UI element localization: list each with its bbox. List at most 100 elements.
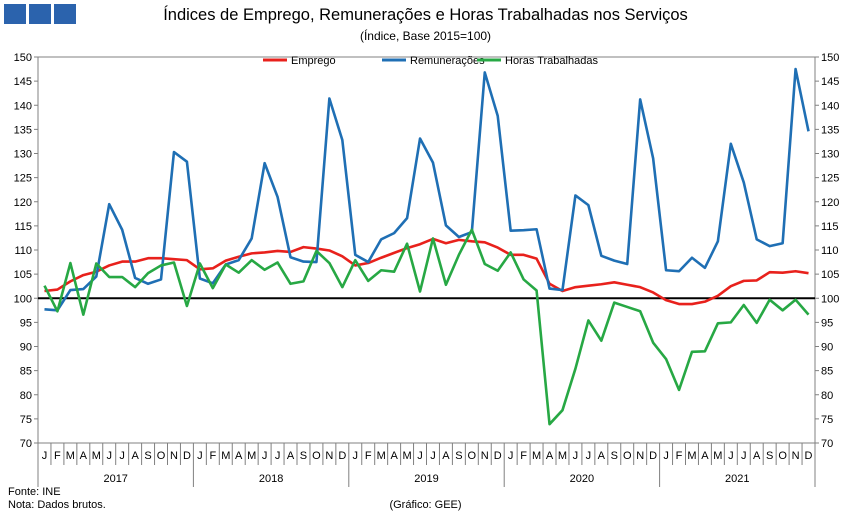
month-label: N	[636, 450, 644, 462]
month-label: N	[792, 450, 800, 462]
y-tick-label-right: 70	[821, 438, 833, 450]
y-tick-label: 150	[14, 52, 32, 64]
month-label: A	[701, 450, 709, 462]
month-label: J	[42, 450, 48, 462]
month-label: S	[455, 450, 462, 462]
y-tick-label: 145	[14, 76, 32, 88]
chart-subtitle: (Índice, Base 2015=100)	[359, 29, 492, 43]
y-tick-label-right: 115	[821, 221, 839, 233]
y-tick-label-right: 90	[821, 342, 833, 354]
month-label: J	[417, 450, 423, 462]
month-label: J	[573, 450, 579, 462]
data-note: Nota: Dados brutos.	[8, 499, 106, 511]
logo-block	[54, 4, 76, 24]
legend-label: Remunerações	[410, 55, 485, 67]
month-label: J	[197, 450, 203, 462]
y-tick-label-right: 130	[821, 149, 839, 161]
y-tick-label-right: 110	[821, 245, 839, 257]
month-label: A	[80, 450, 88, 462]
series-line-horas-trabalhadas	[43, 228, 810, 426]
month-label: S	[611, 450, 618, 462]
month-label: O	[778, 450, 787, 462]
month-label: J	[353, 450, 359, 462]
y-tick-label: 125	[14, 173, 32, 185]
month-label: J	[508, 450, 514, 462]
month-label: A	[546, 450, 554, 462]
month-label: M	[92, 450, 101, 462]
month-label: O	[623, 450, 632, 462]
month-label: F	[54, 450, 61, 462]
month-label: A	[390, 450, 398, 462]
month-label: D	[649, 450, 657, 462]
month-label: F	[209, 450, 216, 462]
y-tick-label-right: 95	[821, 317, 833, 329]
month-label: N	[170, 450, 178, 462]
month-label: J	[663, 450, 669, 462]
month-label: J	[586, 450, 592, 462]
source-note: Fonte: INE	[8, 486, 61, 498]
month-label: A	[598, 450, 606, 462]
year-label: 2019	[414, 473, 438, 485]
month-label: A	[235, 450, 243, 462]
logo-block	[29, 4, 51, 24]
y-tick-label-right: 105	[821, 269, 839, 281]
year-label: 2021	[725, 473, 749, 485]
logo	[4, 4, 76, 24]
month-label: J	[275, 450, 281, 462]
legend-label: Horas Trabalhadas	[505, 55, 598, 67]
series-line-emprego	[44, 237, 809, 306]
month-label: M	[377, 450, 386, 462]
y-tick-label-right: 140	[821, 100, 839, 112]
month-label: D	[494, 450, 502, 462]
month-label: A	[442, 450, 450, 462]
month-label: S	[766, 450, 773, 462]
y-tick-label: 95	[20, 317, 32, 329]
y-tick-label-right: 150	[821, 52, 839, 64]
y-tick-label: 140	[14, 100, 32, 112]
y-tick-label: 80	[20, 390, 32, 402]
y-tick-label-right: 85	[821, 366, 833, 378]
month-label: D	[338, 450, 346, 462]
y-tick-label: 120	[14, 197, 32, 209]
month-label: J	[262, 450, 268, 462]
month-label: M	[247, 450, 256, 462]
y-tick-label: 135	[14, 124, 32, 136]
y-tick-label: 130	[14, 149, 32, 161]
month-label: O	[468, 450, 477, 462]
month-label: D	[183, 450, 191, 462]
y-tick-label-right: 100	[821, 293, 839, 305]
y-tick-label-right: 120	[821, 197, 839, 209]
series-line-remuneracoes	[44, 67, 810, 312]
month-label: S	[300, 450, 307, 462]
month-label: A	[287, 450, 295, 462]
y-tick-label-right: 125	[821, 173, 839, 185]
y-tick-label: 70	[20, 438, 32, 450]
plot-frame	[37, 56, 816, 444]
year-label: 2018	[259, 473, 283, 485]
y-tick-label: 105	[14, 269, 32, 281]
year-label: 2020	[570, 473, 594, 485]
month-label: M	[713, 450, 722, 462]
legend-label: Emprego	[291, 55, 336, 67]
year-label: 2017	[103, 473, 127, 485]
month-label: M	[687, 450, 696, 462]
y-tick-label-right: 80	[821, 390, 833, 402]
y-tick-label-right: 75	[821, 414, 833, 426]
month-label: A	[753, 450, 761, 462]
y-tick-label: 90	[20, 342, 32, 354]
y-tick-label-right: 135	[821, 124, 839, 136]
chart-credit: (Gráfico: GEE)	[389, 499, 462, 511]
logo-block	[4, 4, 26, 24]
month-label: D	[805, 450, 813, 462]
month-label: M	[402, 450, 411, 462]
month-label: O	[312, 450, 321, 462]
month-label: F	[676, 450, 683, 462]
month-label: N	[325, 450, 333, 462]
y-tick-label: 85	[20, 366, 32, 378]
y-tick-label: 100	[14, 293, 32, 305]
y-tick-label: 115	[14, 221, 32, 233]
month-label: F	[365, 450, 372, 462]
month-label: M	[532, 450, 541, 462]
month-label: J	[106, 450, 112, 462]
